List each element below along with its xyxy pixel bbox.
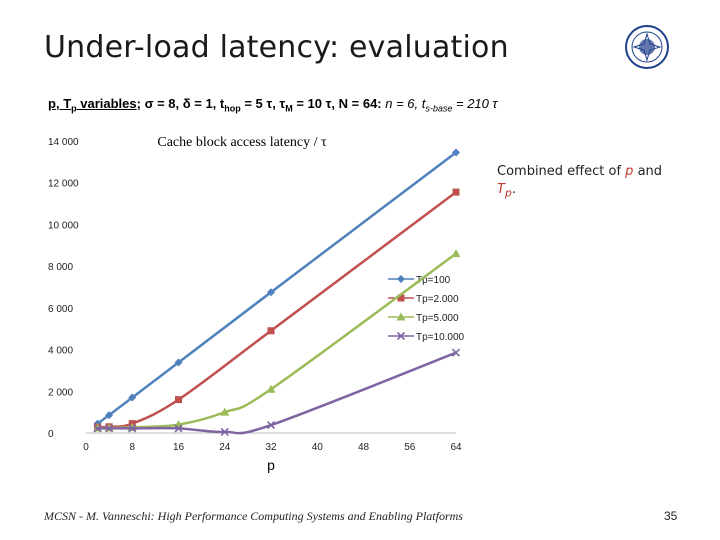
x-tick-label: 16 bbox=[173, 442, 185, 453]
data-point-tp-5-000 bbox=[451, 249, 461, 258]
legend-marker-tp-5-000 bbox=[396, 312, 406, 321]
y-tick-label: 4 000 bbox=[48, 346, 73, 357]
data-point-tp-100 bbox=[105, 411, 114, 420]
x-tick-label: 56 bbox=[404, 442, 416, 453]
data-point-tp-2-000 bbox=[175, 396, 182, 404]
x-tick-label: 32 bbox=[265, 442, 277, 453]
legend-label-tp-10-000: Tp=10.000 bbox=[416, 332, 465, 343]
y-tick-label: 14 000 bbox=[48, 137, 79, 148]
data-point-tp-10-000 bbox=[128, 424, 137, 433]
note-tp-sub: p bbox=[504, 186, 512, 200]
x-tick-label: 0 bbox=[83, 442, 89, 453]
legend-label-tp-2-000: Tp=2.000 bbox=[416, 294, 459, 305]
y-tick-label: 2 000 bbox=[48, 387, 73, 398]
param-rest-3: = 10 τ, N = 64: bbox=[292, 96, 382, 111]
x-tick-label: 40 bbox=[312, 442, 324, 453]
legend-label-tp-5-000: Tp=5.000 bbox=[416, 313, 459, 324]
param-tp-sub: p bbox=[71, 103, 77, 114]
series-line-tp-2-000 bbox=[97, 191, 457, 429]
legend-marker-tp-10-000 bbox=[396, 331, 406, 341]
series-line-tp-10-000 bbox=[97, 351, 457, 435]
x-tick-label: 8 bbox=[129, 442, 135, 453]
data-point-tp-10-000 bbox=[93, 424, 102, 433]
param-rest-4: n = 6, t bbox=[381, 96, 426, 111]
data-point-tp-100 bbox=[128, 393, 137, 402]
note-and: and bbox=[633, 164, 663, 179]
data-point-tp-5-000 bbox=[220, 407, 230, 416]
data-point-tp-100 bbox=[267, 288, 275, 297]
param-tp: T bbox=[63, 96, 72, 111]
y-tick-label: 6 000 bbox=[48, 304, 73, 315]
legend-marker-tp-100 bbox=[397, 275, 405, 283]
parameters-line: p, Tp variables; σ = 8, δ = 1, thop = 5 … bbox=[48, 96, 498, 114]
data-point-tp-100 bbox=[174, 358, 183, 367]
data-point-tp-2-000 bbox=[452, 188, 460, 196]
data-point-tp-100 bbox=[452, 148, 460, 157]
param-hop-sub: hop bbox=[224, 103, 241, 114]
param-rest-5: = 210 τ bbox=[452, 96, 498, 111]
x-tick-label: 48 bbox=[358, 442, 370, 453]
data-point-tp-2-000 bbox=[267, 327, 275, 335]
param-sbase-sub: s-base bbox=[425, 103, 453, 114]
note-p: p bbox=[625, 164, 634, 179]
x-tick-label: 64 bbox=[450, 442, 462, 453]
university-seal-logo bbox=[625, 25, 669, 69]
data-point-tp-5-000 bbox=[266, 384, 276, 393]
param-rest-1: ; σ = 8, δ = 1, t bbox=[136, 96, 225, 111]
note-end: . bbox=[511, 182, 516, 197]
param-m-sub: M bbox=[285, 103, 293, 114]
y-tick-label: 8 000 bbox=[48, 262, 73, 273]
data-point-tp-10-000 bbox=[105, 424, 114, 433]
y-tick-label: 10 000 bbox=[48, 220, 79, 231]
data-point-tp-10-000 bbox=[451, 348, 461, 357]
slide-title: Under-load latency: evaluation bbox=[44, 30, 509, 65]
page-number: 35 bbox=[664, 509, 678, 523]
combined-effect-note: Combined effect of p and Tp. bbox=[497, 163, 677, 203]
x-axis-label: p bbox=[267, 457, 275, 473]
data-point-tp-10-000 bbox=[220, 427, 229, 437]
data-point-tp-10-000 bbox=[266, 421, 276, 430]
note-text: Combined effect of bbox=[497, 164, 626, 179]
data-point-tp-10-000 bbox=[174, 424, 183, 433]
param-p: p bbox=[48, 96, 56, 111]
y-tick-label: 12 000 bbox=[48, 179, 79, 190]
y-tick-label: 0 bbox=[48, 429, 54, 440]
param-rest-2: = 5 τ, τ bbox=[240, 96, 286, 111]
series-line-tp-100 bbox=[96, 151, 457, 425]
note-tp: T bbox=[497, 182, 505, 197]
chart-title: Cache block access latency / τ bbox=[157, 135, 327, 150]
footer-course-info: MCSN - M. Vanneschi: High Performance Co… bbox=[44, 509, 463, 523]
legend-label-tp-100: Tp=100 bbox=[416, 275, 451, 286]
param-variables-word: variables bbox=[76, 96, 137, 111]
legend-marker-tp-2-000 bbox=[397, 294, 405, 302]
x-tick-label: 24 bbox=[219, 442, 231, 453]
